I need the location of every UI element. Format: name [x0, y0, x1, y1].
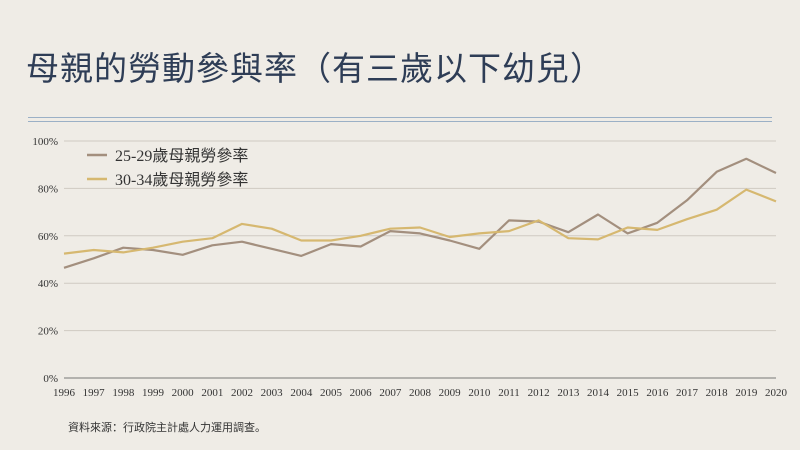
- x-tick-label: 2012: [528, 387, 550, 399]
- x-tick-label: 2003: [261, 387, 284, 399]
- x-tick-label: 2001: [201, 387, 223, 399]
- x-tick-label: 2010: [468, 387, 491, 399]
- y-tick-label: 0%: [43, 373, 58, 385]
- x-tick-label: 1998: [112, 387, 135, 399]
- x-tick-label: 2020: [765, 387, 788, 399]
- source-note: 資料來源：行政院主計處人力運用調查。: [68, 421, 266, 434]
- y-tick-label: 80%: [38, 183, 58, 195]
- x-tick-label: 2015: [617, 387, 640, 399]
- x-tick-label: 2018: [706, 387, 729, 399]
- title-divider-bottom: [28, 121, 772, 122]
- x-tick-label: 2016: [646, 387, 669, 399]
- series-line-2: [63, 188, 777, 255]
- title-divider-top: [28, 117, 772, 118]
- x-tick-label: 2004: [290, 387, 313, 399]
- x-tick-label: 1999: [142, 387, 165, 399]
- x-tick-label: 2017: [676, 387, 699, 399]
- x-tick-label: 2007: [379, 387, 402, 399]
- legend-label-1: 25-29歲母親勞參率: [115, 147, 248, 165]
- page-title: 母親的勞動參與率（有三歲以下幼兒）: [26, 49, 604, 88]
- legend-label-2: 30-34歲母親勞參率: [115, 171, 248, 189]
- x-tick-label: 2000: [172, 387, 195, 399]
- x-tick-label: 2011: [498, 387, 520, 399]
- series-lines: [63, 157, 777, 269]
- y-tick-label: 100%: [32, 136, 58, 148]
- x-tick-label: 1997: [83, 387, 106, 399]
- legend: 25-29歲母親勞參率 30-34歲母親勞參率: [87, 147, 248, 189]
- y-tick-label: 20%: [38, 326, 58, 338]
- x-tick-label: 2002: [231, 387, 253, 399]
- x-tick-label: 2013: [557, 387, 580, 399]
- x-tick-label: 2019: [735, 387, 758, 399]
- chart-grid: [64, 140, 776, 379]
- y-tick-label: 40%: [38, 278, 58, 290]
- y-tick-label: 60%: [38, 231, 58, 243]
- y-axis-ticks: 0% 20% 40% 60% 80% 100%: [32, 136, 58, 385]
- x-tick-label: 2009: [439, 387, 462, 399]
- x-tick-label: 2006: [350, 387, 373, 399]
- series-line-1: [63, 157, 777, 269]
- x-tick-label: 2005: [320, 387, 343, 399]
- x-tick-label: 2014: [587, 387, 610, 399]
- x-tick-label: 1996: [53, 387, 76, 399]
- x-tick-label: 2008: [409, 387, 432, 399]
- x-axis-ticks: 1996 1997 1998 1999 2000 2001 2002 2003 2004 2005…: [53, 387, 788, 399]
